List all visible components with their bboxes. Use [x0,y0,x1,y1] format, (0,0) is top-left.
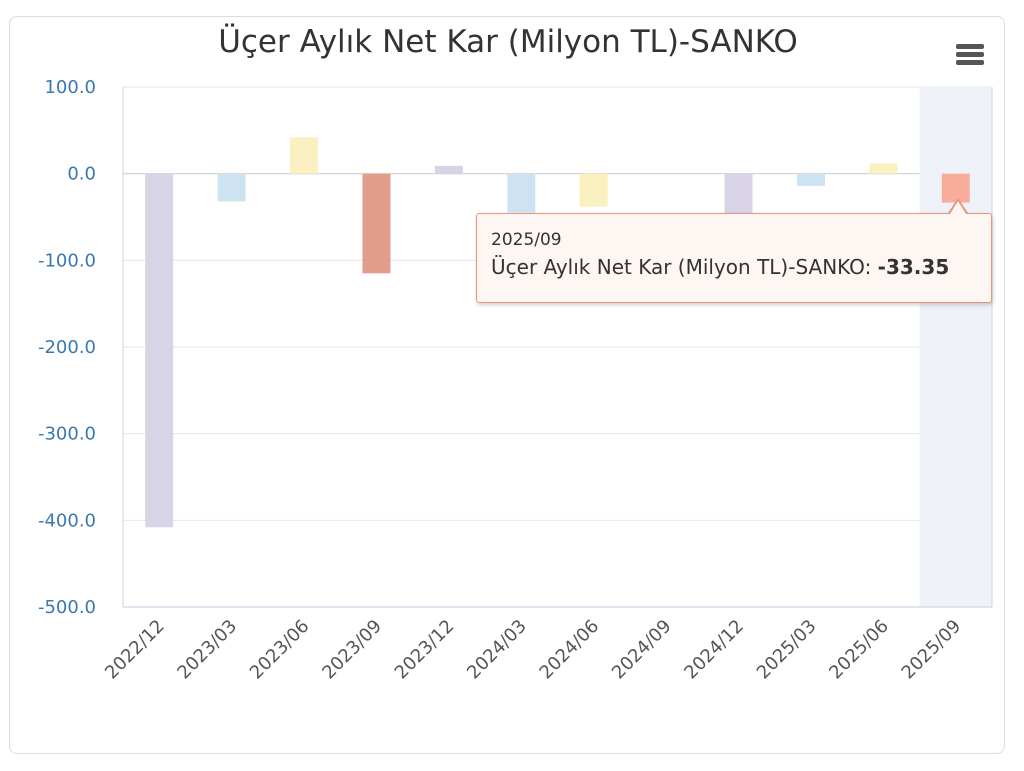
bar[interactable] [290,137,319,174]
bar[interactable] [145,173,174,528]
tooltip-value: -33.35 [877,255,950,279]
x-tick-label: 2023/06 [246,616,314,684]
y-tick-label: -200.0 [38,337,96,358]
hamburger-menu-icon[interactable] [950,40,988,72]
x-tick-label: 2025/09 [898,616,966,684]
y-tick-label: -100.0 [38,250,96,271]
tooltip-series-label: Üçer Aylık Net Kar (Milyon TL)-SANKO: [491,255,872,279]
chart-title: Üçer Aylık Net Kar (Milyon TL)-SANKO [218,24,798,60]
bar[interactable] [217,173,246,202]
y-tick-label: 0.0 [67,164,96,185]
chart-card [9,16,1005,754]
bar[interactable] [796,173,825,186]
x-tick-label: 2024/06 [536,616,604,684]
hover-highlight [919,87,992,607]
x-tick-label: 2025/06 [825,616,893,684]
bars [145,137,970,528]
y-tick-label: -500.0 [38,597,96,618]
tooltip-date: 2025/09 [491,230,562,250]
x-tick-label: 2024/09 [608,616,676,684]
x-tick-label: 2024/03 [463,616,531,684]
hover-band [919,87,992,607]
grid-lines [123,86,992,608]
y-tick-labels: 100.0 0.0 -100.0 -200.0 -300.0 -400.0 -500.0 [38,77,96,618]
y-tick-label: 100.0 [44,77,96,98]
tooltip-pointer-fill [950,201,966,214]
y-tick-label: -300.0 [38,424,96,445]
x-tick-label: 2023/03 [173,616,241,684]
x-tick-label: 2022/12 [101,616,169,684]
bar[interactable] [507,173,536,213]
bar[interactable] [941,173,970,203]
axes [122,87,993,608]
y-tick-label: -400.0 [38,510,96,531]
x-tick-label: 2023/12 [391,616,459,684]
x-tick-label: 2025/03 [753,616,821,684]
tooltip: 2025/09 Üçer Aylık Net Kar (Milyon TL)-S… [476,213,992,303]
x-tick-label: 2023/09 [318,616,386,684]
x-tick-labels: 2022/12 2023/03 2023/06 2023/09 2023/12 2024/… [101,616,965,684]
bar[interactable] [362,173,391,274]
bar[interactable] [434,165,463,174]
x-tick-label: 2024/12 [680,616,748,684]
bar[interactable] [869,163,898,174]
bar[interactable] [579,173,608,207]
